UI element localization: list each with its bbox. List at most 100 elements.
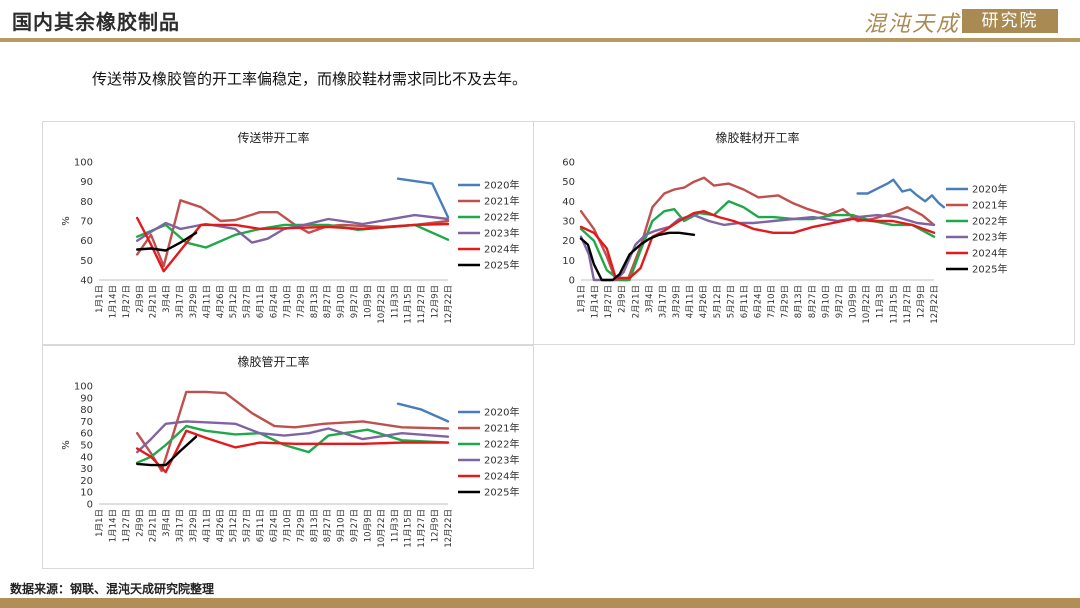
legend-label: 2023年 <box>484 227 519 240</box>
y-tick-label: 60 <box>80 236 93 247</box>
series-line-2023年 <box>579 213 936 282</box>
y-tick-label: 100 <box>74 158 93 169</box>
series-line-2021年 <box>136 390 450 473</box>
y-tick-label: 90 <box>80 177 93 188</box>
series-line-2024年 <box>136 216 450 273</box>
x-tick-label: 9月10日 <box>337 509 347 542</box>
legend-label: 2021年 <box>484 422 519 435</box>
legend-label: 2025年 <box>484 259 519 272</box>
x-tick-label: 1月1日 <box>95 285 105 313</box>
x-tick-label: 7月29日 <box>296 285 306 318</box>
y-tick-label: 70 <box>80 217 93 228</box>
legend-label: 2021年 <box>484 195 519 208</box>
y-tick-label: 60 <box>80 429 93 440</box>
series-line-2020年 <box>396 402 450 423</box>
x-tick-label: 9月10日 <box>821 285 831 318</box>
series-line-2023年 <box>136 213 450 244</box>
series-line-2023年 <box>136 420 450 454</box>
x-tick-label: 2月21日 <box>149 285 159 318</box>
x-tick-label: 4月26日 <box>216 509 226 542</box>
x-tick-label: 10月9日 <box>849 285 859 318</box>
y-axis-label: % <box>61 216 72 226</box>
y-tick-label: 40 <box>562 197 575 208</box>
x-tick-label: 7月10日 <box>283 285 293 318</box>
y-axis-label: % <box>61 440 72 450</box>
legend-label: 2020年 <box>972 183 1007 196</box>
y-tick-label: 90 <box>80 393 93 404</box>
x-tick-label: 10月9日 <box>363 285 373 318</box>
legend-label: 2024年 <box>484 243 519 256</box>
x-tick-label: 8月13日 <box>310 285 320 318</box>
series-line-2020年 <box>396 177 450 219</box>
x-tick-label: 7月10日 <box>767 285 777 318</box>
chart-title: 橡胶鞋材开工率 <box>715 130 799 145</box>
x-tick-label: 9月10日 <box>337 285 347 318</box>
y-tick-label: 40 <box>80 452 93 463</box>
series-line-2021年 <box>136 199 450 268</box>
x-tick-label: 11月3日 <box>876 285 886 318</box>
chart-rubber-hose-panel: 橡胶管开工率 0 10 20 30 40 50 60 70 80 90 100% 1月1日 1月14日 1月… <box>42 345 534 569</box>
x-tick-label: 11月15日 <box>404 285 414 324</box>
x-tick-label: 6月11日 <box>256 509 266 542</box>
series-line-2024年 <box>136 429 450 474</box>
x-tick-label: 3月4日 <box>162 285 172 313</box>
legend-label: 2023年 <box>972 231 1007 244</box>
logo-badge: 研究院 <box>962 9 1058 33</box>
slide-subtitle: 传送带及橡胶管的开工率偏稳定，而橡胶鞋材需求同比不及去年。 <box>92 70 528 88</box>
x-tick-label: 6月11日 <box>740 285 750 318</box>
x-tick-label: 12月22日 <box>930 285 940 324</box>
x-tick-label: 4月11日 <box>202 509 212 542</box>
series-line-2022年 <box>579 200 936 282</box>
x-tick-label: 2月21日 <box>149 509 159 542</box>
y-tick-label: 80 <box>80 197 93 208</box>
y-tick-label: 0 <box>569 276 575 287</box>
chart-rubber-footwear-panel: 橡胶鞋材开工率 0 10 20 30 40 50 60 1月1日 1月14日 1月27日 2月9日 2月… <box>533 121 1075 345</box>
series-line-2025年 <box>579 231 696 282</box>
x-tick-label: 2月9日 <box>135 509 145 537</box>
x-tick-label: 2月21日 <box>631 285 641 318</box>
x-tick-label: 6月24日 <box>270 285 280 318</box>
x-tick-label: 1月14日 <box>108 285 118 318</box>
x-tick-label: 2月9日 <box>618 285 628 313</box>
x-tick-label: 1月27日 <box>122 509 132 542</box>
chart-conveyor-belt-panel: 传送带开工率 40 50 60 70 80 90 100% 1月1日 1月14日 1月27日 2月9日… <box>42 121 534 345</box>
x-tick-label: 1月27日 <box>122 285 132 318</box>
x-tick-label: 8月13日 <box>310 509 320 542</box>
legend-label: 2022年 <box>972 215 1007 228</box>
x-tick-label: 10月22日 <box>377 285 387 324</box>
x-tick-label: 12月9日 <box>431 509 441 542</box>
x-tick-label: 3月29日 <box>189 509 199 542</box>
x-tick-label: 6月24日 <box>754 285 764 318</box>
x-tick-label: 11月15日 <box>404 509 414 548</box>
y-tick-label: 70 <box>80 417 93 428</box>
x-tick-label: 3月4日 <box>162 509 172 537</box>
y-tick-label: 20 <box>80 476 93 487</box>
legend-label: 2025年 <box>484 486 519 499</box>
x-tick-label: 10月22日 <box>862 285 872 324</box>
x-tick-label: 6月11日 <box>256 285 266 318</box>
x-tick-label: 10月9日 <box>363 509 373 542</box>
x-tick-label: 3月29日 <box>672 285 682 318</box>
x-tick-label: 1月1日 <box>577 285 587 313</box>
legend-label: 2024年 <box>484 470 519 483</box>
x-tick-label: 12月22日 <box>444 285 454 324</box>
x-tick-label: 5月12日 <box>229 285 239 318</box>
legend-label: 2023年 <box>484 454 519 467</box>
x-tick-label: 3月17日 <box>658 285 668 318</box>
legend-label: 2020年 <box>484 179 519 192</box>
x-tick-label: 1月14日 <box>108 509 118 542</box>
legend-label: 2022年 <box>484 438 519 451</box>
y-tick-label: 0 <box>87 500 93 511</box>
y-tick-label: 100 <box>74 382 93 393</box>
x-tick-label: 1月1日 <box>95 509 105 537</box>
x-tick-label: 8月27日 <box>808 285 818 318</box>
x-tick-label: 9月27日 <box>350 285 360 318</box>
x-tick-label: 11月27日 <box>417 509 427 548</box>
x-tick-label: 7月29日 <box>781 285 791 318</box>
x-tick-label: 5月12日 <box>713 285 723 318</box>
data-source-note: 数据来源：钢联、混沌天成研究院整理 <box>10 582 215 596</box>
x-tick-label: 3月29日 <box>189 285 199 318</box>
y-tick-label: 30 <box>80 464 93 475</box>
chart-title: 传送带开工率 <box>237 130 309 145</box>
series-line-2024年 <box>579 210 936 280</box>
